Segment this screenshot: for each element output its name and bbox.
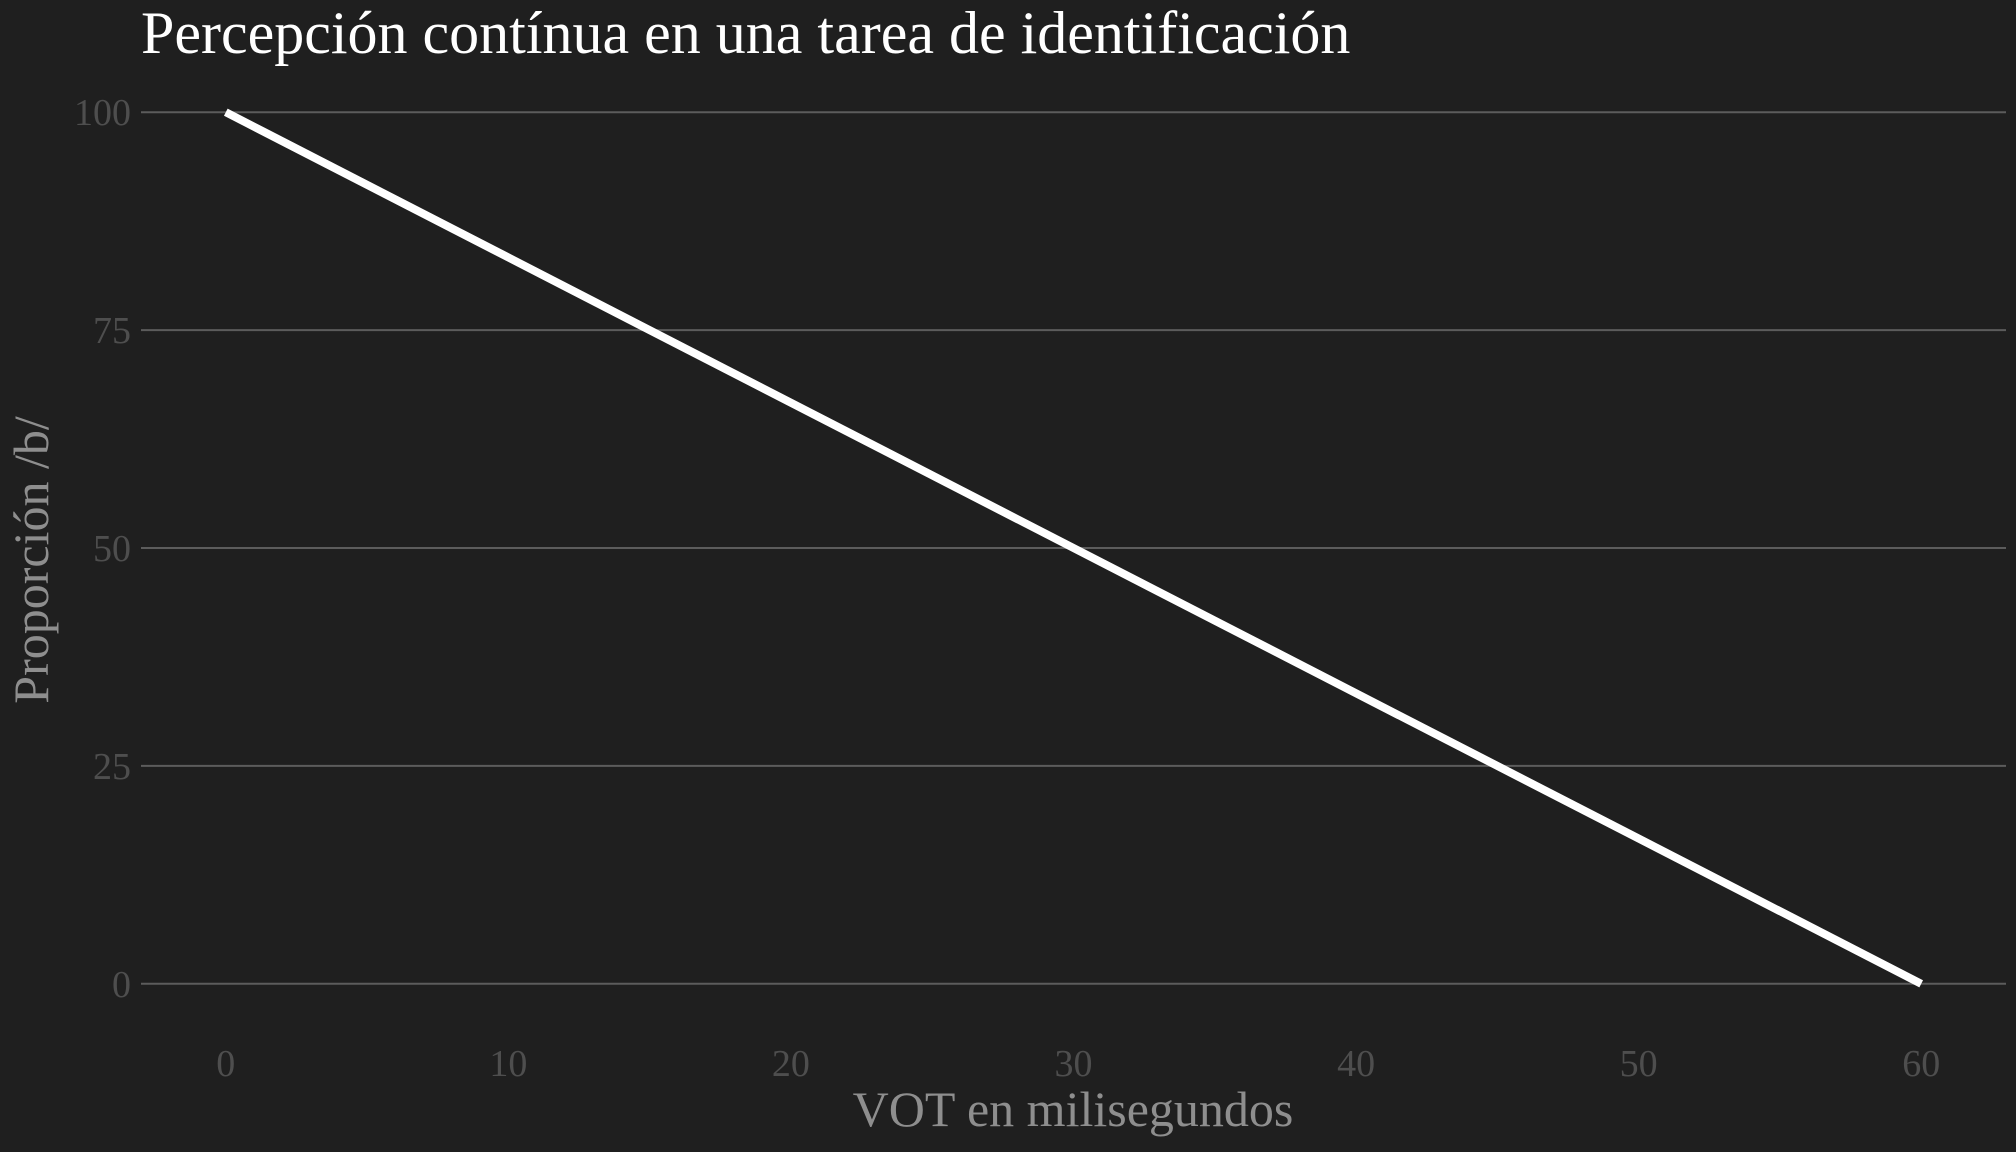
y-tick-label-100: 100: [74, 92, 131, 134]
x-tick-label-40: 40: [1337, 1043, 1375, 1085]
chart-title: Percepción contínua en una tarea de iden…: [141, 0, 1350, 66]
y-axis-title: Proporción /b/: [3, 416, 59, 704]
y-tick-label-25: 25: [93, 746, 131, 788]
x-axis-title: VOT en milisegundos: [853, 1081, 1294, 1137]
x-tick-label-50: 50: [1620, 1043, 1658, 1085]
x-tick-label-20: 20: [772, 1043, 810, 1085]
y-tick-label-75: 75: [93, 310, 131, 352]
x-tick-label-30: 30: [1055, 1043, 1093, 1085]
y-tick-label-0: 0: [112, 964, 131, 1006]
x-tick-label-0: 0: [216, 1043, 235, 1085]
series-lines: [223, 108, 1924, 988]
x-axis-tick-labels: 0 10 20 30 40 50 60: [216, 1043, 1940, 1085]
y-tick-label-50: 50: [93, 528, 131, 570]
series-line-0: [223, 108, 1924, 988]
x-tick-label-10: 10: [489, 1043, 527, 1085]
x-tick-label-60: 60: [1902, 1043, 1940, 1085]
y-axis-tick-labels: 0 25 50 75 100: [74, 92, 131, 1006]
